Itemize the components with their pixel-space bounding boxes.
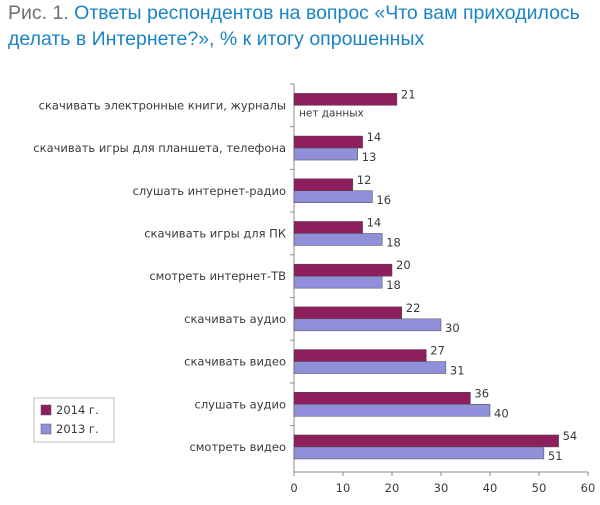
bar-2014: [293, 93, 398, 106]
bar-2013: [293, 233, 383, 246]
data-label-2013: 30: [445, 321, 460, 335]
legend-swatch-2014: [40, 404, 52, 416]
x-tick-label: 60: [581, 481, 596, 495]
bar-2014: [293, 178, 354, 191]
data-label-2014: 36: [474, 386, 489, 400]
category-label: слушать интернет-радио: [133, 184, 287, 198]
data-label-2013: 40: [494, 406, 509, 420]
category-label: скачивать игры для планшета, телефона: [33, 141, 286, 155]
bar-2014: [293, 434, 559, 448]
x-tick-label: 50: [532, 481, 547, 495]
category-label: слушать аудио: [195, 397, 287, 411]
category-label: скачивать игры для ПК: [144, 226, 286, 240]
figure-caption: Рис. 1. Ответы респондентов на вопрос «Ч…: [8, 0, 598, 52]
data-label-2013: 18: [386, 235, 401, 249]
category-label: скачивать электронные книги, журналы: [39, 98, 286, 112]
data-label-2014: 54: [563, 429, 578, 443]
category-label: скачивать видео: [184, 355, 286, 369]
bar-2014: [293, 221, 363, 234]
category-label: смотреть видео: [189, 440, 286, 454]
bar-2013: [293, 190, 373, 203]
data-label-2014: 12: [357, 173, 372, 187]
bar-2013: [293, 147, 358, 161]
missing-data-label: нет данных: [299, 107, 364, 119]
x-tick-label: 30: [434, 481, 449, 495]
bar-2014: [293, 263, 393, 277]
data-label-2014: 20: [396, 258, 411, 272]
bar-2013: [293, 361, 447, 374]
bar-2013: [293, 404, 491, 417]
bar-2014: [293, 135, 363, 149]
data-label-2014: 21: [401, 87, 416, 101]
bar-2013: [293, 275, 383, 289]
bar-2014: [293, 392, 471, 405]
legend-label-2013: 2013 г.: [56, 422, 99, 436]
data-label-2013: 16: [376, 193, 391, 207]
category-label: скачивать аудио: [184, 312, 286, 326]
category-label: смотреть интернет-ТВ: [149, 269, 286, 283]
legend-label-2014: 2014 г.: [56, 403, 99, 417]
data-label-2013: 18: [386, 278, 401, 292]
x-tick-label: 40: [483, 481, 498, 495]
data-label-2014: 27: [430, 344, 445, 358]
x-tick-label: 0: [290, 481, 297, 495]
data-label-2013: 51: [548, 449, 563, 463]
caption-text: Ответы респондентов на вопрос «Что вам п…: [8, 2, 580, 50]
x-tick-label: 20: [385, 481, 400, 495]
data-label-2013: 13: [362, 150, 377, 164]
bar-2013: [293, 318, 442, 332]
legend: 2014 г. 2013 г.: [33, 397, 115, 443]
data-label-2014: 14: [367, 215, 382, 229]
bar-2014: [293, 349, 427, 362]
bar-2013: [293, 446, 545, 460]
data-label-2014: 14: [367, 130, 382, 144]
figure-label: Рис. 1.: [8, 2, 69, 24]
bar-2014: [293, 306, 403, 320]
legend-swatch-2013: [40, 423, 52, 435]
x-tick-label: 10: [336, 481, 351, 495]
data-label-2014: 22: [406, 301, 421, 315]
data-label-2013: 31: [450, 364, 465, 378]
